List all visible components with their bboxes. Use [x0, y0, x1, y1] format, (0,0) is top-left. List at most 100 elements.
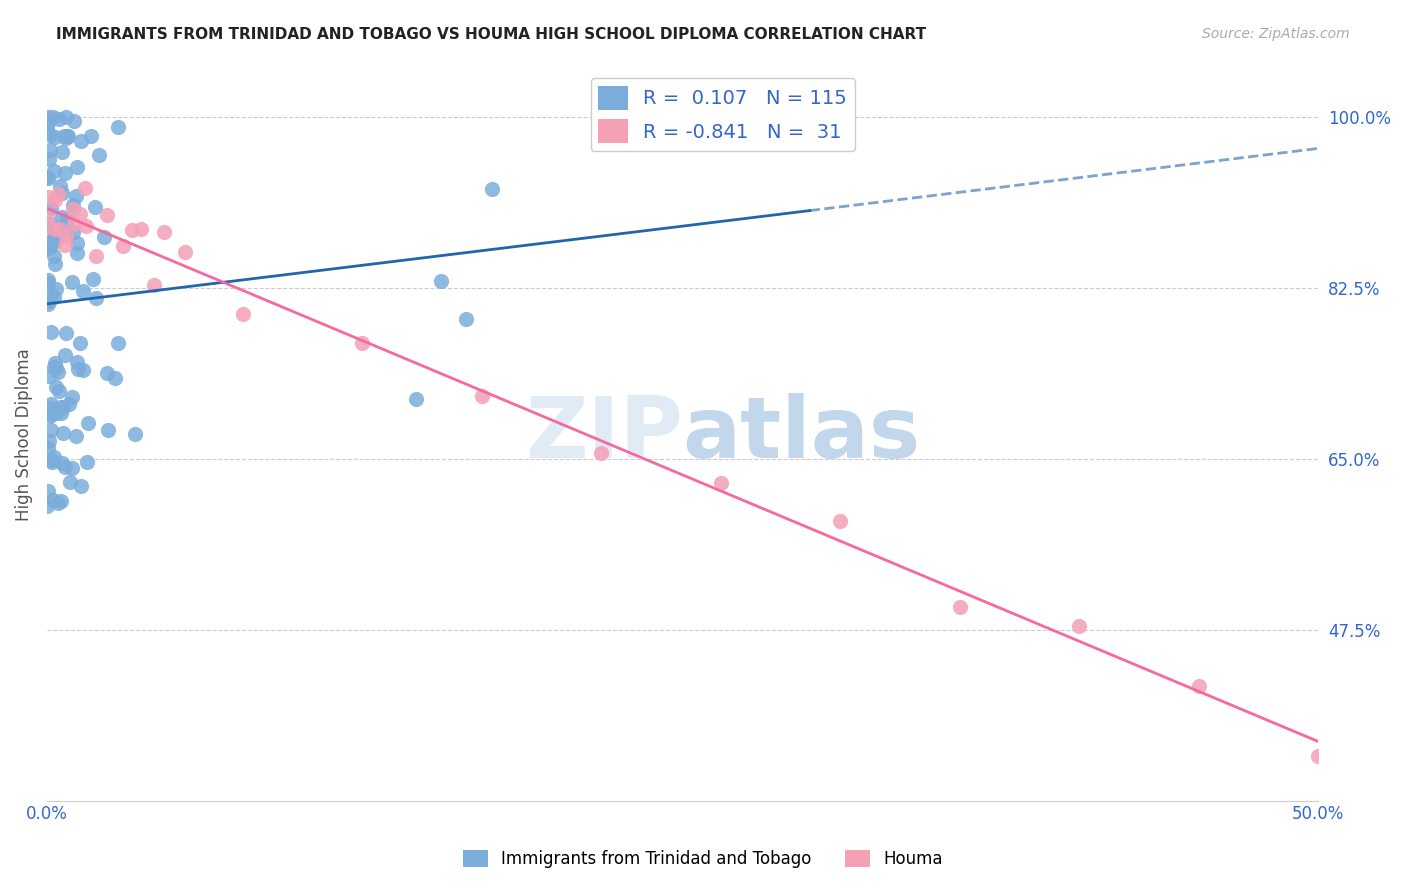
- Point: [56, 128, 79, 143]
- Point: [153, 225, 176, 239]
- Point: [35, 121, 58, 136]
- Point: [1188, 679, 1211, 693]
- Point: [1069, 619, 1091, 633]
- Point: [46, 187, 69, 202]
- Point: [44, 130, 66, 145]
- Point: [38, 237, 60, 252]
- Point: [48, 112, 70, 126]
- Point: [48, 496, 70, 510]
- Point: [37, 116, 59, 130]
- Point: [84, 200, 107, 214]
- Point: [45, 282, 67, 296]
- Point: [38, 434, 60, 449]
- Legend: R =  0.107   N = 115, R = -0.841   N =  31: R = 0.107 N = 115, R = -0.841 N = 31: [591, 78, 855, 151]
- Point: [53, 238, 76, 252]
- Point: [44, 356, 66, 370]
- Point: [66, 355, 89, 369]
- Point: [405, 392, 427, 406]
- Point: [591, 445, 613, 459]
- Point: [60, 461, 83, 475]
- Point: [37, 190, 59, 204]
- Point: [69, 479, 91, 493]
- Point: [37, 276, 59, 290]
- Point: [67, 362, 90, 376]
- Point: [58, 397, 80, 411]
- Point: [37, 499, 59, 513]
- Point: [72, 363, 94, 377]
- Point: [96, 208, 118, 222]
- Point: [37, 171, 59, 186]
- Point: [107, 120, 129, 134]
- Point: [55, 129, 77, 144]
- Point: [96, 366, 118, 380]
- Point: [60, 275, 83, 289]
- Point: [143, 277, 166, 292]
- Point: [62, 217, 84, 231]
- Point: [44, 222, 66, 236]
- Point: [62, 202, 84, 216]
- Point: [37, 296, 59, 310]
- Point: [51, 186, 73, 200]
- Point: [55, 228, 77, 243]
- Point: [38, 153, 60, 167]
- Point: [42, 450, 65, 465]
- Point: [44, 250, 66, 264]
- Point: [456, 311, 478, 326]
- Point: [55, 111, 77, 125]
- Point: [42, 235, 65, 249]
- Point: [49, 494, 72, 508]
- Text: IMMIGRANTS FROM TRINIDAD AND TOBAGO VS HOUMA HIGH SCHOOL DIPLOMA CORRELATION CHA: IMMIGRANTS FROM TRINIDAD AND TOBAGO VS H…: [56, 27, 927, 42]
- Point: [41, 234, 63, 248]
- Point: [51, 210, 73, 224]
- Point: [45, 406, 67, 420]
- Point: [62, 114, 84, 128]
- Point: [76, 417, 98, 431]
- Point: [82, 272, 104, 286]
- Point: [38, 368, 60, 383]
- Point: [76, 455, 98, 469]
- Point: [51, 406, 73, 420]
- Text: atlas: atlas: [682, 393, 921, 476]
- Point: [481, 182, 503, 196]
- Point: [430, 274, 453, 288]
- Point: [124, 427, 146, 442]
- Point: [38, 128, 60, 142]
- Point: [112, 239, 135, 253]
- Point: [69, 335, 91, 350]
- Point: [75, 219, 97, 234]
- Point: [80, 128, 103, 143]
- Point: [41, 424, 63, 438]
- Point: [39, 202, 62, 216]
- Point: [49, 178, 72, 193]
- Point: [39, 143, 62, 157]
- Point: [65, 189, 87, 203]
- Point: [48, 384, 70, 399]
- Point: [39, 397, 62, 411]
- Point: [51, 456, 73, 470]
- Point: [46, 365, 69, 379]
- Point: [710, 476, 733, 491]
- Point: [72, 284, 94, 298]
- Point: [52, 401, 75, 415]
- Point: [129, 222, 152, 236]
- Point: [52, 129, 75, 144]
- Point: [39, 409, 62, 424]
- Point: [84, 249, 107, 263]
- Point: [37, 241, 59, 255]
- Point: [70, 135, 93, 149]
- Point: [41, 455, 63, 469]
- Point: [37, 169, 59, 184]
- Point: [39, 217, 62, 231]
- Point: [471, 389, 494, 403]
- Point: [37, 273, 59, 287]
- Point: [49, 400, 72, 414]
- Point: [42, 111, 65, 125]
- Point: [62, 198, 84, 212]
- Point: [949, 600, 972, 615]
- Legend: Immigrants from Trinidad and Tobago, Houma: Immigrants from Trinidad and Tobago, Hou…: [457, 843, 949, 875]
- Point: [65, 429, 87, 443]
- Point: [44, 224, 66, 238]
- Point: [173, 245, 195, 260]
- Text: ZIP: ZIP: [524, 393, 682, 476]
- Point: [42, 290, 65, 304]
